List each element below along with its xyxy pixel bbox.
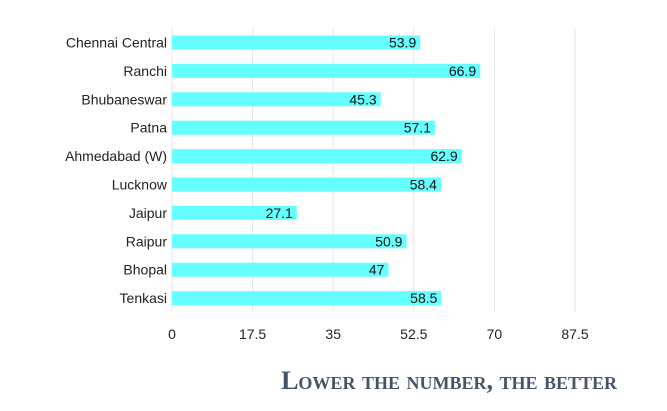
value-label: 62.9	[430, 148, 457, 164]
value-label: 58.4	[410, 177, 437, 193]
value-label: 47	[369, 262, 385, 278]
bar	[172, 120, 435, 135]
bar	[172, 205, 297, 220]
chart-caption: Lower the number, the better	[281, 366, 617, 395]
bar	[172, 291, 442, 306]
value-label: 27.1	[266, 205, 293, 221]
x-tick-label: 35	[325, 326, 341, 342]
x-tick-label: 70	[487, 326, 503, 342]
category-label: Bhubaneswar	[81, 91, 167, 107]
category-label: Tenkasi	[120, 290, 167, 306]
category-label: Raipur	[126, 233, 168, 249]
value-labels: 53.9 66.9 45.3 57.1 62.9 58.4 27.1 50.9 47 58.5	[266, 35, 477, 307]
value-label: 66.9	[449, 63, 476, 79]
x-tick-label: 87.5	[561, 326, 588, 342]
category-label: Lucknow	[112, 177, 168, 193]
x-tick-label: 17.5	[239, 326, 266, 342]
bars	[172, 35, 481, 306]
category-label: Jaipur	[129, 205, 167, 221]
value-label: 57.1	[404, 120, 431, 136]
value-label: 58.5	[410, 290, 437, 306]
value-label: 53.9	[389, 35, 416, 51]
bar	[172, 149, 462, 164]
bar-chart: Chennai Central Ranchi Bhubaneswar Patna Ahm…	[65, 28, 589, 342]
category-label: Patna	[130, 120, 167, 136]
x-tick-label: 52.5	[400, 326, 427, 342]
category-label: Chennai Central	[66, 35, 167, 51]
category-label: Ahmedabad (W)	[65, 148, 167, 164]
category-label: Ranchi	[123, 63, 167, 79]
x-tick-labels: 0 17.5 35 52.5 70 87.5	[168, 326, 589, 342]
bar	[172, 92, 381, 107]
x-tick-label: 0	[168, 326, 176, 342]
bar	[172, 262, 389, 277]
category-label: Bhopal	[123, 262, 167, 278]
category-labels: Chennai Central Ranchi Bhubaneswar Patna Ahm…	[65, 35, 168, 307]
bar	[172, 63, 481, 78]
bar	[172, 35, 421, 50]
value-label: 45.3	[349, 91, 376, 107]
value-label: 50.9	[375, 233, 402, 249]
bar	[172, 234, 407, 249]
bar	[172, 177, 441, 192]
